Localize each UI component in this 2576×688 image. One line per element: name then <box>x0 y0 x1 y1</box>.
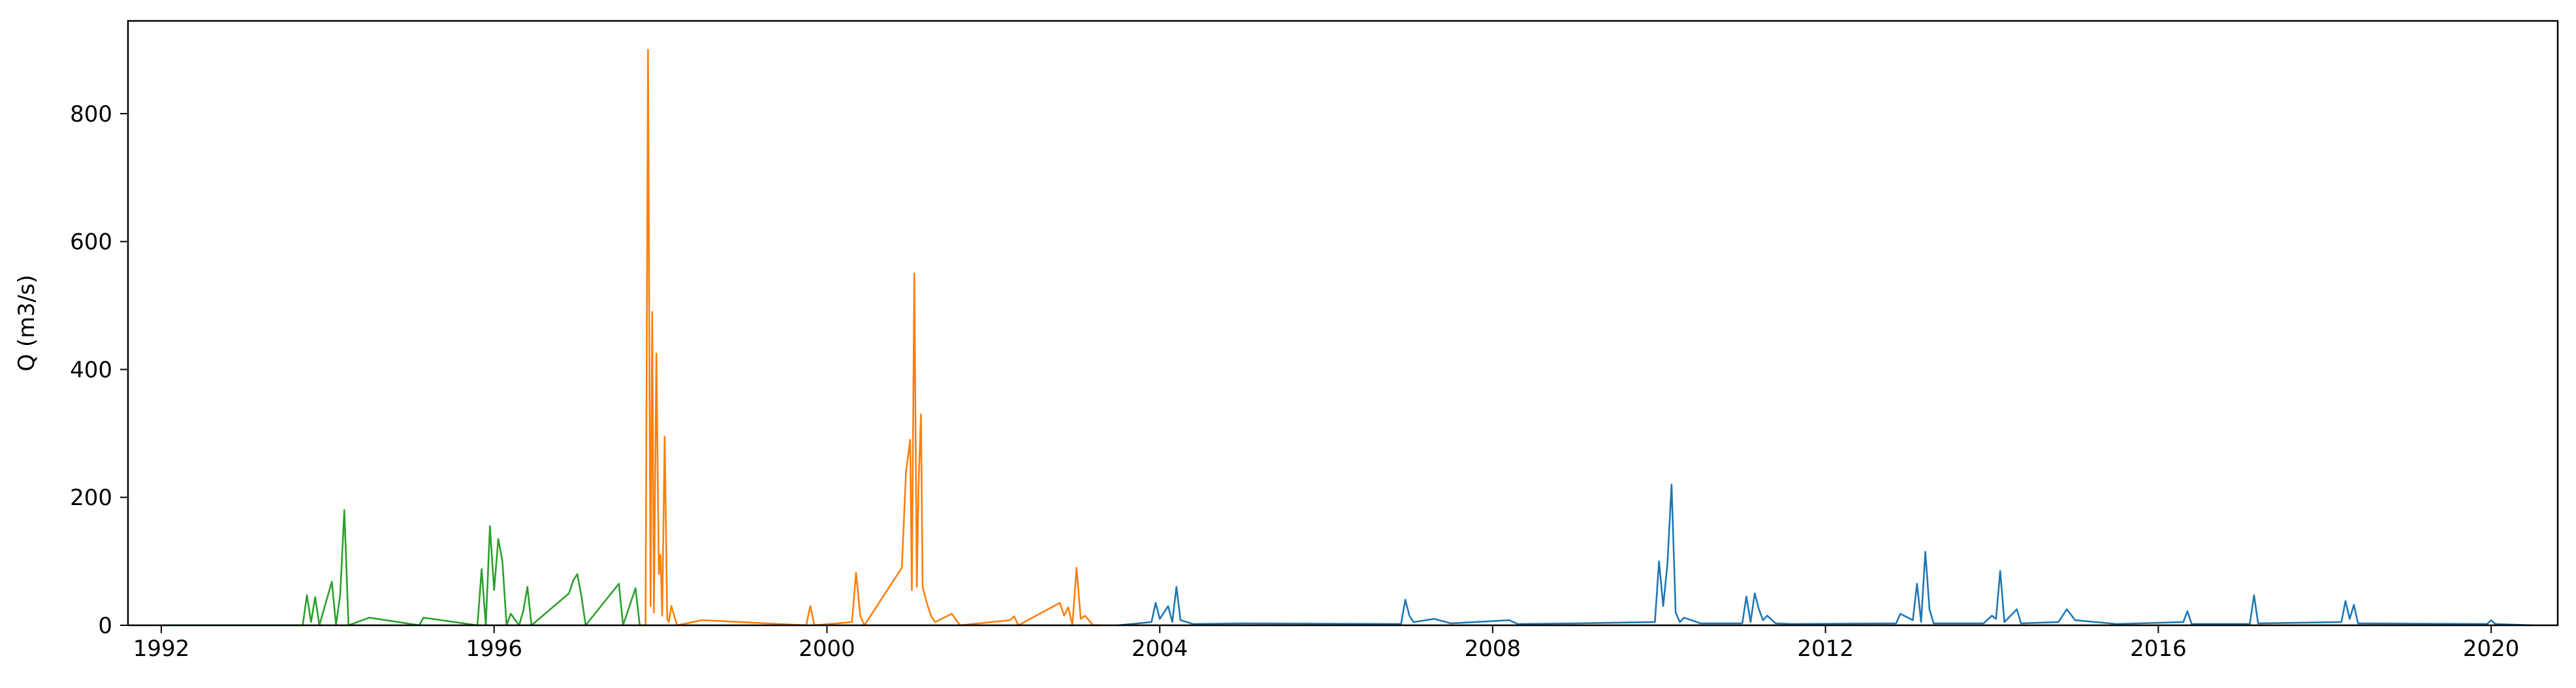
series-layer <box>161 48 2533 627</box>
x-tick-label: 2000 <box>799 636 855 662</box>
y-tick-label: 200 <box>70 485 112 511</box>
series-line-2 <box>1118 483 2533 627</box>
x-tick-label: 2008 <box>1465 636 1521 662</box>
y-tick-label: 800 <box>70 101 112 127</box>
x-tick-label: 2012 <box>1797 636 1854 662</box>
series-line-0 <box>161 509 646 627</box>
x-tick-label: 1996 <box>466 636 522 662</box>
x-tick-label: 2020 <box>2463 636 2520 662</box>
y-tick-label: 0 <box>98 613 112 639</box>
x-tick-label: 2016 <box>2130 636 2187 662</box>
series-line-1 <box>644 48 1102 627</box>
y-tick-label: 400 <box>70 357 112 383</box>
x-tick-label: 2004 <box>1132 636 1188 662</box>
plot-frame <box>127 20 2559 627</box>
y-tick-label: 600 <box>70 229 112 255</box>
y-axis-label: Q (m3/s) <box>14 274 40 371</box>
axes-layer: 1992 1996 2000 2004 2008 2012 2016 2020 0 200 400 6… <box>70 101 2519 662</box>
x-tick-label: 1992 <box>133 636 190 662</box>
